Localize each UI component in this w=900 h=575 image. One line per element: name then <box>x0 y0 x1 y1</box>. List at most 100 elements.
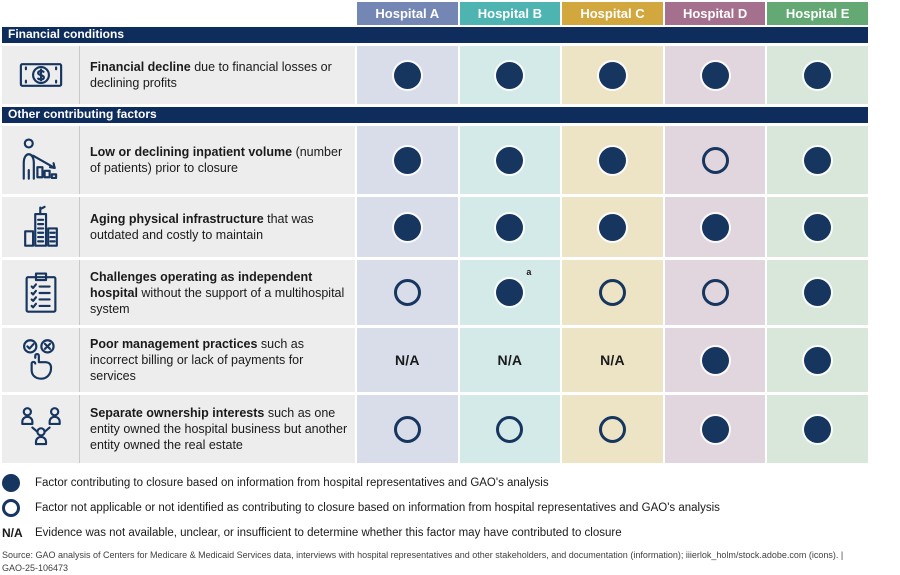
cell-hospital-c <box>562 197 663 257</box>
factor-row-aging-physical-infrastructure: Aging physical infrastructure that was o… <box>2 197 868 257</box>
filled-circle-icon <box>2 474 20 492</box>
filled-circle-icon <box>496 279 524 306</box>
factor-label-cell: Aging physical infrastructure that was o… <box>2 197 355 257</box>
column-header-hospital-d: Hospital D <box>664 2 766 25</box>
cell-hospital-e <box>767 197 868 257</box>
filled-circle-icon <box>598 213 626 241</box>
filled-circle-icon <box>393 146 421 174</box>
cell-hospital-c <box>562 46 663 104</box>
column-header-row: Hospital A Hospital B Hospital C Hospital D… <box>2 2 868 25</box>
legend-text: Factor contributing to closure based on … <box>35 477 549 489</box>
open-circle-icon <box>701 279 729 306</box>
filled-circle-icon <box>804 146 832 174</box>
filled-circle-icon <box>701 61 729 89</box>
cell-hospital-a <box>357 46 458 104</box>
cell-hospital-d <box>664 328 766 392</box>
factor-label-cell: Separate ownership interests such as one… <box>2 395 355 463</box>
legend-text: Evidence was not available, unclear, or … <box>35 527 622 539</box>
filled-circle-icon <box>804 61 832 89</box>
factor-row-challenges-operating-as-independent-hospital: Challenges operating as independent hosp… <box>2 260 868 325</box>
open-circle-icon <box>598 415 626 443</box>
filled-circle-icon <box>804 213 832 241</box>
cell-hospital-a: N/A <box>357 328 458 392</box>
factor-label-cell: Poor management practices such as incorr… <box>2 328 355 392</box>
factor-table-body: Financial conditions Financial decline d… <box>2 27 898 463</box>
management-icon <box>2 328 80 392</box>
cell-hospital-b <box>459 126 561 194</box>
filled-circle-icon <box>804 346 832 374</box>
checklist-icon <box>2 260 80 325</box>
cell-hospital-d <box>664 260 766 325</box>
building-icon <box>2 197 80 257</box>
cell-hospital-b: N/A <box>459 328 561 392</box>
cell-hospital-e <box>767 126 868 194</box>
filled-circle-icon <box>393 213 421 241</box>
factor-description: Aging physical infrastructure that was o… <box>90 212 314 242</box>
open-circle-icon <box>2 499 20 517</box>
money-icon <box>2 46 80 104</box>
cell-hospital-b <box>459 46 561 104</box>
na-label: N/A <box>600 352 625 368</box>
cell-hospital-e <box>767 260 868 325</box>
factor-description: Separate ownership interests such as one… <box>90 406 348 452</box>
cell-hospital-e <box>767 395 868 463</box>
filled-circle-icon <box>496 61 524 89</box>
factor-row-separate-ownership-interests: Separate ownership interests such as one… <box>2 395 868 463</box>
cell-hospital-d <box>664 126 766 194</box>
source-note: Source: GAO analysis of Centers for Medi… <box>2 549 898 575</box>
factor-row-financial-decline: Financial decline due to financial losse… <box>2 46 868 104</box>
cell-hospital-d <box>664 395 766 463</box>
cell-hospital-a <box>357 126 458 194</box>
filled-circle-icon <box>701 213 729 241</box>
filled-circle-icon <box>804 415 832 443</box>
filled-circle-icon <box>701 415 729 443</box>
open-circle-icon <box>393 415 421 443</box>
filled-circle-icon <box>804 279 832 306</box>
cell-hospital-e <box>767 46 868 104</box>
column-header-hospital-b: Hospital B <box>459 2 561 25</box>
legend-item-not-applicable: Factor not applicable or not identified … <box>2 499 898 517</box>
cell-hospital-b: a <box>459 260 561 325</box>
cell-hospital-a <box>357 395 458 463</box>
declining-volume-icon <box>2 126 80 194</box>
cell-hospital-c: N/A <box>562 328 663 392</box>
filled-circle-icon <box>496 213 524 241</box>
factor-description: Financial decline due to financial losse… <box>90 60 332 90</box>
cell-hospital-e <box>767 328 868 392</box>
na-label: N/A <box>2 526 23 540</box>
na-label: N/A <box>394 352 420 368</box>
cell-hospital-c <box>562 395 663 463</box>
filled-circle-icon <box>598 146 626 174</box>
cell-hospital-c <box>562 126 663 194</box>
factor-description: Low or declining inpatient volume (numbe… <box>90 145 343 175</box>
column-header-hospital-a: Hospital A <box>357 2 458 25</box>
na-label: N/A <box>497 352 523 368</box>
filled-circle-icon <box>701 346 729 374</box>
legend-item-na: N/A Evidence was not available, unclear,… <box>2 524 898 542</box>
open-circle-icon <box>393 279 421 306</box>
legend-text: Factor not applicable or not identified … <box>35 502 720 514</box>
open-circle-icon <box>701 146 729 174</box>
factor-description: Poor management practices such as incorr… <box>90 337 304 383</box>
factor-label-cell: Challenges operating as independent hosp… <box>2 260 355 325</box>
factor-label-cell: Low or declining inpatient volume (numbe… <box>2 126 355 194</box>
cell-hospital-a <box>357 260 458 325</box>
legend-item-contributing: Factor contributing to closure based on … <box>2 474 898 492</box>
header-spacer <box>2 2 355 25</box>
column-header-hospital-e: Hospital E <box>767 2 868 25</box>
cell-hospital-d <box>664 197 766 257</box>
section-header-financial-conditions: Financial conditions <box>2 27 868 43</box>
column-header-hospital-c: Hospital C <box>562 2 663 25</box>
cell-hospital-d <box>664 46 766 104</box>
filled-circle-icon <box>598 61 626 89</box>
factor-label-cell: Financial decline due to financial losse… <box>2 46 355 104</box>
cell-hospital-b <box>459 197 561 257</box>
cell-hospital-b <box>459 395 561 463</box>
factor-description: Challenges operating as independent hosp… <box>90 269 345 316</box>
legend: Factor contributing to closure based on … <box>2 474 898 542</box>
cell-hospital-c <box>562 260 663 325</box>
ownership-icon <box>2 395 80 463</box>
open-circle-icon <box>496 415 524 443</box>
filled-circle-icon <box>393 61 421 89</box>
